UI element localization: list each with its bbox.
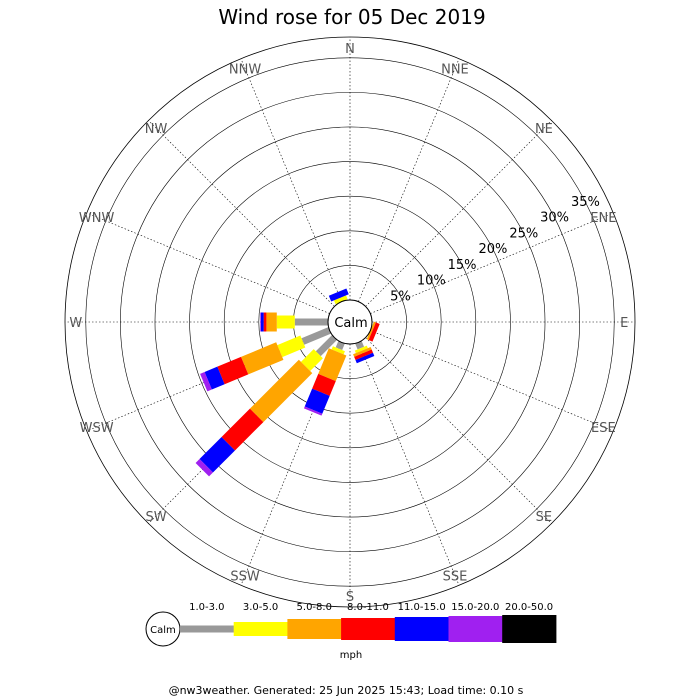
direction-label-wsw: WSW [80, 421, 114, 436]
wind-bars [195, 288, 380, 477]
grid-ring-5 [154, 126, 546, 518]
bar-wsw-bin-5 [204, 366, 225, 390]
bar-ssw-bin-2 [331, 346, 345, 355]
direction-label-ese: ESE [591, 421, 616, 436]
ring-label-6: 30% [540, 211, 569, 226]
legend: Calm 1.0-3.0 3.0-5.0 5.0-8.0 8.0-11.0 11.0-1… [145, 602, 557, 661]
ring-label-4: 20% [478, 242, 507, 257]
bar-sse-bin-2 [354, 345, 368, 354]
spoke-nne [358, 58, 460, 302]
legend-swatch-7 [502, 615, 557, 643]
bar-sw-bin-2 [300, 349, 323, 372]
grid-ring-3 [223, 195, 477, 449]
bar-sse-bin-4 [354, 349, 374, 361]
bar-ssw-bin-5 [304, 388, 330, 414]
direction-label-wnw: WNW [79, 211, 115, 226]
spoke-wnw [86, 212, 330, 314]
bar-wsw-bin-6 [200, 371, 212, 392]
direction-label-sw: SW [146, 510, 167, 525]
legend-label-4: 8.0-11.0 [347, 602, 389, 613]
legend-swatch-4 [341, 618, 396, 640]
direction-label-ssw: SSW [230, 569, 260, 584]
bar-ssw-bin-1 [335, 340, 345, 351]
legend-label-3: 5.0-8.0 [297, 602, 332, 613]
legend-label-5: 11.0-15.0 [398, 602, 446, 613]
legend-label-6: 15.0-20.0 [451, 602, 499, 613]
legend-bins: 1.0-3.0 3.0-5.0 5.0-8.0 8.0-11.0 11.0-15.0 15… [180, 602, 557, 643]
legend-label-2: 3.0-5.0 [243, 602, 278, 613]
spoke-ese [370, 330, 614, 432]
ring-label-5: 25% [509, 226, 538, 241]
grid-ring-2 [258, 230, 442, 414]
bar-sw-bin-6 [195, 459, 213, 477]
direction-label-w: W [69, 316, 82, 331]
calm-circle [327, 299, 373, 345]
spoke-sse [358, 342, 460, 586]
legend-unit: mph [340, 650, 362, 661]
spoke-se [365, 337, 552, 524]
ring-label-7: 35% [571, 195, 600, 210]
ring-label-3: 15% [448, 258, 477, 273]
legend-swatch-6 [448, 616, 503, 642]
bar-ese-bin-4 [368, 322, 380, 342]
ring-label-2: 10% [417, 274, 446, 289]
bar-ssw-bin-3 [318, 348, 347, 382]
direction-label-ene: ENE [590, 211, 616, 226]
ring-label-1: 5% [390, 289, 411, 304]
spoke-nw [148, 120, 335, 307]
direction-label-nw: NW [145, 122, 168, 137]
calm-label: Calm [334, 316, 367, 331]
bar-wsw-bin-3 [240, 342, 284, 375]
direction-label-nne: NNE [441, 63, 469, 78]
legend-label-1: 1.0-3.0 [189, 602, 224, 613]
calm-center: Calm [327, 299, 373, 345]
bar-wsw-bin-1 [301, 327, 332, 345]
direction-label-se: SE [536, 510, 552, 525]
bar-nnw-bin-2 [333, 295, 348, 305]
bar-nnw-bin-5 [328, 288, 349, 302]
bar-sw-bin-1 [315, 335, 337, 357]
bar-wsw-bin-4 [217, 356, 249, 385]
polar-grid: N NNE NE ENE E ESE SE SSE S SSW SW WSW W WNW NW NNW [64, 36, 636, 608]
direction-label-sse: SSE [443, 569, 468, 584]
direction-label-s: S [346, 590, 354, 605]
legend-swatch-1 [180, 625, 235, 633]
legend-swatch-2 [233, 622, 288, 636]
direction-label-ne: NE [535, 122, 553, 137]
bar-sw-bin-5 [199, 437, 235, 473]
legend-swatch-3 [287, 619, 342, 639]
bar-sw-bin-3 [249, 359, 313, 423]
legend-calm-label: Calm [150, 625, 176, 636]
bar-sse-bin-1 [355, 340, 365, 350]
bar-wsw-bin-2 [277, 335, 306, 358]
grid-ring-4 [189, 161, 511, 483]
chart-title: Wind rose for 05 Dec 2019 [218, 5, 485, 29]
ring-labels: 5% 10%15%20%25%30%35% [390, 195, 600, 304]
direction-label-nnw: NNW [229, 63, 261, 78]
bar-sse-bin-3 [353, 347, 372, 357]
footer-text: @nw3weather. Generated: 25 Jun 2025 15:4… [169, 684, 524, 697]
direction-label-n: N [345, 42, 355, 57]
bar-ssw-bin-6 [303, 406, 323, 416]
spoke-nnw [240, 58, 342, 302]
bar-sse-bin-5 [355, 352, 375, 364]
legend-label-7: 20.0-50.0 [505, 602, 553, 613]
legend-swatch-5 [394, 617, 449, 641]
spoke-ne [365, 120, 552, 307]
bar-sw-bin-4 [221, 408, 264, 451]
bar-ssw-bin-4 [312, 373, 336, 396]
direction-label-e: E [620, 316, 628, 331]
